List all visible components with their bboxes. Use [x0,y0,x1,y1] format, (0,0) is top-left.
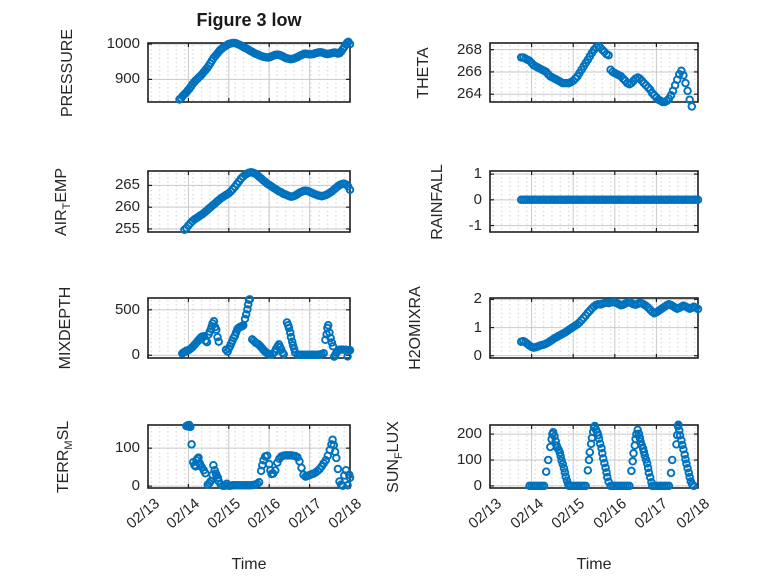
y-tick-label: 0 [131,477,140,495]
y-tick-label: 0 [131,346,140,364]
y-axis-label-sun-flux: SUNFLUX [383,372,405,542]
scatter-series [516,297,703,352]
y-tick-label: 268 [456,40,482,58]
y-tick-label: 100 [114,439,140,457]
ylabel-subscript: T [61,202,73,209]
scatter-series [175,37,355,104]
ylabel-text: H2OMIXRA [407,286,424,370]
ylabel-text: LUX [385,420,402,452]
tick-marks [489,425,699,488]
y-tick-label: 500 [114,300,140,318]
tick-marks [489,171,699,232]
y-tick-label: 200 [456,425,482,443]
scatter-series [525,420,699,491]
y-tick-label: 0 [473,346,482,364]
subplot-mixdepth [147,295,355,361]
y-tick-label: 2 [473,290,482,308]
ylabel-subscript: M [63,439,75,450]
axes-box [489,424,699,489]
y-tick-label: 0 [473,190,482,208]
scatter-series [180,168,355,235]
y-tick-label: 265 [114,176,140,194]
subplot-sun-flux [489,420,699,491]
scatter-series [182,420,355,490]
figure-title: Figure 3 low [196,10,302,30]
y-tick-label: 264 [456,85,482,103]
subplot-rainfall [489,170,703,233]
subplot-theta [489,42,699,111]
scatter-series [178,295,355,361]
y-tick-label: 100 [456,451,482,468]
minor-grid [149,426,349,487]
ylabel-text: TERR [55,449,72,493]
tick-marks [489,298,699,358]
major-grid [490,298,698,358]
y-tick-label: 1000 [106,35,140,53]
x-axis-label-right: Time [576,556,612,573]
minor-grid [149,299,349,357]
ylabel-text: SL [55,420,72,440]
subplot-pressure [147,37,355,104]
tick-marks [147,171,351,232]
ylabel-text: PRESSURE [59,28,76,117]
y-tick-label: 266 [456,62,482,80]
y-tick-label: -1 [468,216,482,234]
y-tick-label: 260 [114,198,140,216]
ylabel-text: AIR [53,208,70,236]
y-axis-label-terr-msl: TERRMSL [53,372,75,542]
scatter-series [516,42,697,111]
subplot-terr-msl [147,420,355,490]
y-tick-label: 255 [114,219,140,237]
ylabel-text: SUN [385,458,402,493]
y-tick-label: 1 [473,318,482,336]
y-tick-label: 900 [114,70,140,88]
subplot-air-temp [147,168,355,235]
axes-box [147,297,351,359]
major-grid [490,43,698,102]
minor-grid [149,172,349,231]
ylabel-text: EMP [53,167,70,203]
ylabel-text: MIXDEPTH [57,286,74,370]
y-tick-label: 0 [473,476,482,494]
y-tick-label: 1 [473,165,482,183]
scatter-series [516,195,703,205]
subplot-h2omixra [489,297,703,359]
x-axis-label-left: Time [231,556,267,573]
ylabel-subscript: F [393,451,405,459]
axes-box [147,42,351,103]
